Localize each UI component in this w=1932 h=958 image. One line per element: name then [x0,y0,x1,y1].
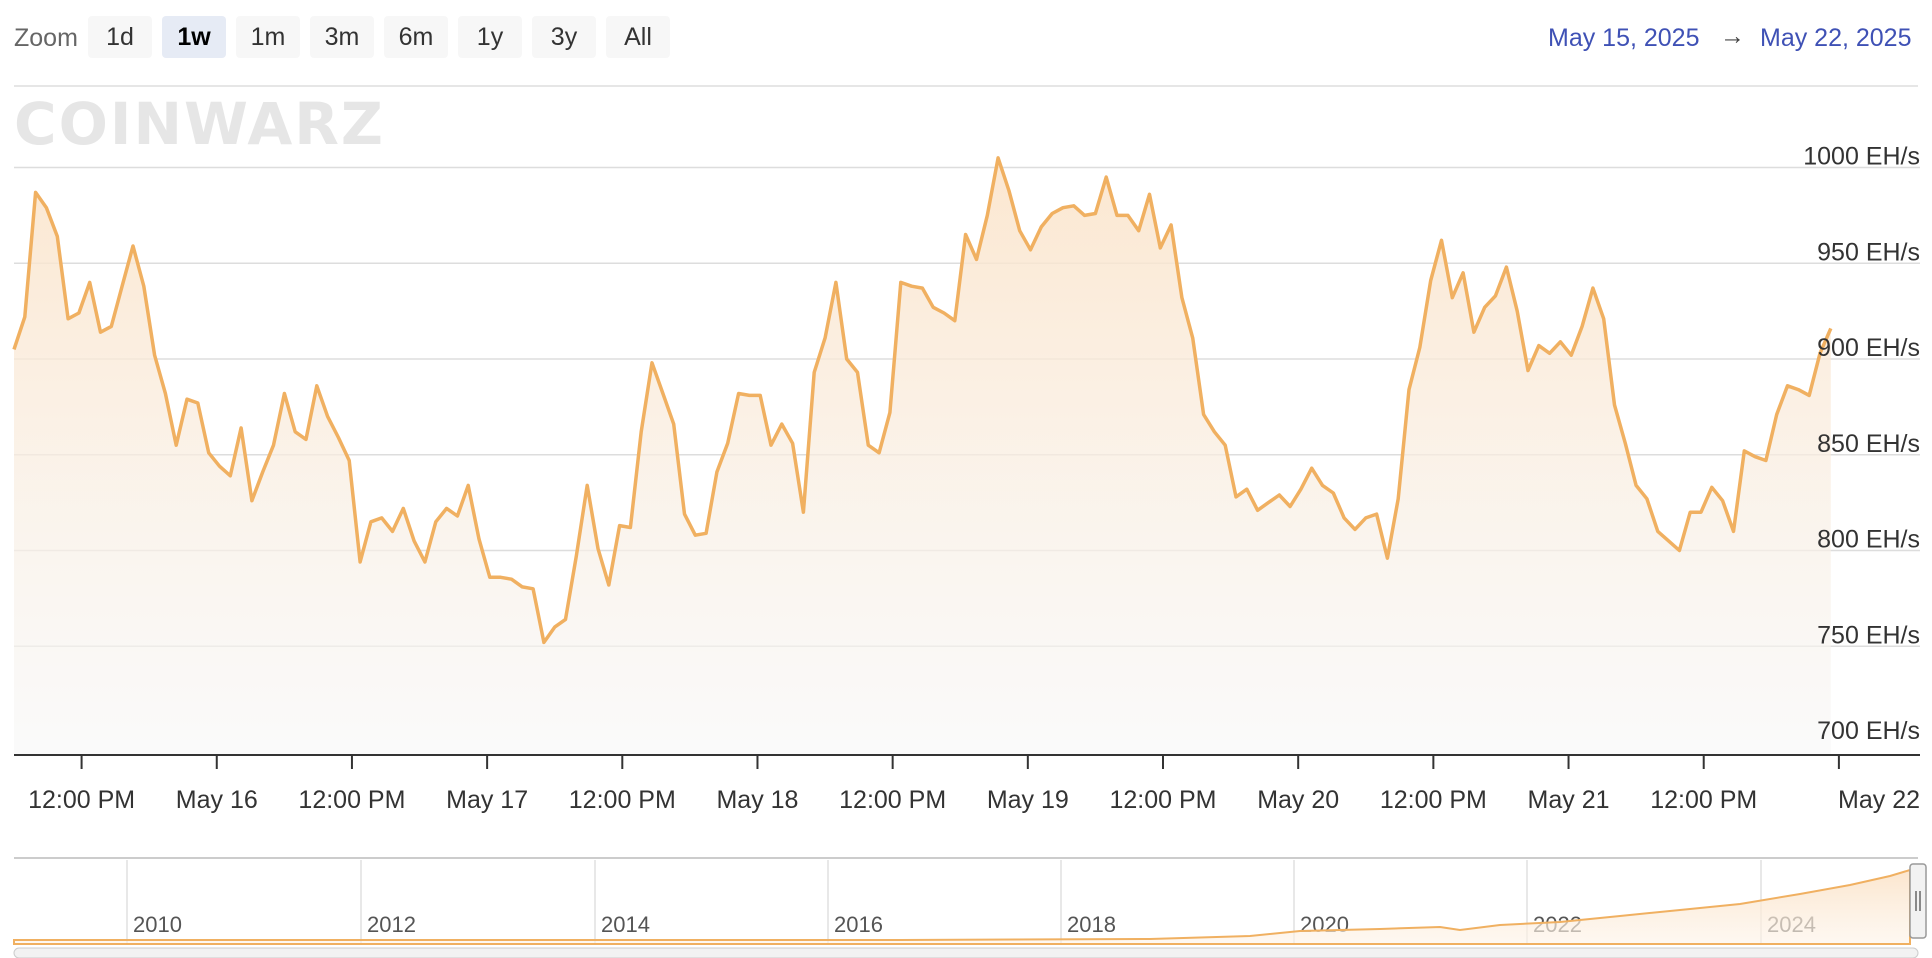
y-tick-label: 700 EH/s [1817,717,1920,745]
navigator[interactable]: 20102012201420162018202020222024 [13,857,1927,958]
navigator-year-label: 2016 [834,912,883,937]
x-tick-label: May 22 [1838,786,1920,814]
zoom-button-1m[interactable]: 1m [236,16,300,58]
x-tick-label: 12:00 PM [1380,786,1487,814]
x-tick-label: 12:00 PM [1650,786,1757,814]
zoom-button-1w[interactable]: 1w [162,16,226,58]
navigator-mini-area [13,868,1911,945]
x-axis: 12:00 PM May 16 12:00 PM May 17 12:00 PM May … [14,754,1920,814]
navigator-year-label: 2014 [601,912,650,937]
navigator-year-label: 2012 [367,912,416,937]
coinwarz-watermark-logo: COINWARZ [14,90,385,158]
y-tick-label: 750 EH/s [1817,621,1920,649]
x-tick-label: 12:00 PM [839,786,946,814]
x-tick-label: 12:00 PM [28,786,135,814]
zoom-button-3m[interactable]: 3m [310,16,374,58]
hashrate-area-fill [14,157,1831,755]
x-tick-label: 12:00 PM [1109,786,1216,814]
x-tick-label: May 16 [176,786,258,814]
y-tick-label: 950 EH/s [1817,238,1920,266]
zoom-button-all[interactable]: All [606,16,670,58]
zoom-button-6m[interactable]: 6m [384,16,448,58]
x-tick-label: 12:00 PM [298,786,405,814]
y-tick-label: 800 EH/s [1817,526,1920,554]
x-tick-label: May 19 [987,786,1069,814]
y-tick-label: 900 EH/s [1817,334,1920,362]
range-to-date[interactable]: May 22, 2025 [1760,24,1912,52]
zoom-button-1d[interactable]: 1d [88,16,152,58]
zoom-label: Zoom [14,24,78,52]
x-tick-label: May 20 [1257,786,1339,814]
x-tick-label: May 18 [716,786,798,814]
x-tick-label: May 21 [1528,786,1610,814]
range-arrow-icon: → [1720,22,1745,50]
navigator-handle-right[interactable] [1909,863,1927,939]
hashrate-area [12,156,1833,755]
x-tick-label: May 17 [446,786,528,814]
zoom-button-3y[interactable]: 3y [532,16,596,58]
y-tick-label: 1000 EH/s [1803,143,1920,171]
range-from-date[interactable]: May 15, 2025 [1548,24,1700,52]
y-tick-label: 850 EH/s [1817,430,1920,458]
y-axis-labels: 700 EH/s 750 EH/s 800 EH/s 850 EH/s 900 EH/s… [1803,143,1920,746]
zoom-bar: Zoom 1d 1w 1m 3m 6m 1y 3y All May 15, 20… [0,14,1932,58]
navigator-year-label: 2018 [1067,912,1116,937]
navigator-scrollbar[interactable] [13,947,1919,958]
x-tick-label: 12:00 PM [569,786,676,814]
hashrate-series-line [12,156,1833,645]
navigator-year-label: 2010 [133,912,182,937]
zoom-button-1y[interactable]: 1y [458,16,522,58]
